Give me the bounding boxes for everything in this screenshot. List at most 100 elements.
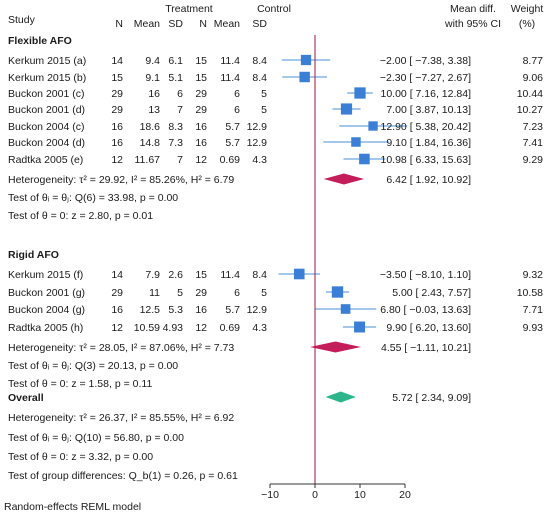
study-ci-text: −3.50 [ −8.10, 1.10] — [380, 269, 471, 281]
study-ci-text: 5.00 [ 2.43, 7.57] — [392, 287, 471, 299]
control-n: 15 — [195, 55, 207, 67]
control-mean: 6 — [234, 104, 240, 116]
study-label: Buckon 2004 (d) — [8, 137, 85, 149]
group-test-zero: Test of θ = 0: z = 1.58, p = 0.11 — [8, 378, 152, 390]
study-weight: 10.58 — [517, 287, 543, 299]
treatment-n: 29 — [111, 88, 123, 100]
control-mean: 6 — [234, 287, 240, 299]
study-marker — [300, 54, 312, 66]
treatment-sd: 7 — [177, 154, 183, 166]
treatment-n: 14 — [111, 269, 123, 281]
study-label: Buckon 2001 (g) — [8, 287, 85, 299]
control-sd: 5 — [261, 88, 267, 100]
group-diff-test: Test of group differences: Q_b(1) = 0.26… — [8, 470, 238, 482]
control-sd: 4.3 — [252, 322, 267, 334]
study-label: Radtka 2005 (h) — [8, 322, 83, 334]
forest-rows: Flexible AFO Kerkum 2015 (a) 14 9.4 6.1 15 11.… — [8, 35, 543, 484]
control-n: 12 — [195, 322, 207, 334]
group-diamond — [310, 341, 361, 353]
treatment-mean: 9.4 — [145, 55, 160, 67]
treatment-n: 15 — [111, 72, 123, 84]
control-sd: 12.9 — [247, 137, 268, 149]
header-control: Control — [257, 3, 291, 15]
header-t-n: N — [115, 18, 123, 30]
study-marker — [340, 103, 353, 115]
group-test-zero: Test of θ = 0: z = 2.80, p = 0.01 — [8, 210, 153, 222]
control-n: 29 — [195, 88, 207, 100]
study-marker — [368, 121, 378, 131]
study-marker — [359, 153, 370, 165]
header-c-mean: Mean — [214, 18, 240, 30]
study-marker — [331, 286, 344, 298]
control-sd: 12.9 — [247, 304, 268, 316]
study-weight: 7.41 — [523, 137, 544, 149]
control-mean: 0.69 — [220, 154, 241, 166]
treatment-sd: 5 — [177, 287, 183, 299]
control-mean: 5.7 — [225, 137, 240, 149]
study-label: Radtka 2005 (e) — [8, 154, 83, 166]
header-treatment: Treatment — [165, 3, 213, 15]
overall-ci-text: 5.72 [ 2.34, 9.09] — [392, 392, 471, 404]
study-label: Kerkum 2015 (b) — [8, 72, 86, 84]
treatment-mean: 7.9 — [145, 269, 160, 281]
treatment-mean: 12.5 — [140, 304, 161, 316]
treatment-mean: 9.1 — [145, 72, 160, 84]
control-mean: 11.4 — [220, 72, 240, 84]
header-t-sd: SD — [168, 18, 183, 30]
control-n: 16 — [195, 121, 207, 133]
study-ci-text: 12.90 [ 5.38, 20.42] — [381, 121, 472, 133]
control-sd: 12.9 — [247, 121, 268, 133]
control-n: 29 — [195, 287, 207, 299]
control-mean: 6 — [234, 88, 240, 100]
group-diamond — [323, 173, 365, 185]
treatment-n: 29 — [111, 287, 123, 299]
treatment-sd: 5.3 — [168, 304, 183, 316]
treatment-mean: 13 — [148, 104, 160, 116]
header-effect: Mean diff. — [450, 3, 496, 15]
group-heterogeneity: Heterogeneity: τ² = 28.05, I² = 87.06%, … — [8, 342, 234, 354]
treatment-sd: 8.3 — [168, 121, 183, 133]
study-ci-text: −2.00 [ −7.38, 3.38] — [380, 55, 471, 67]
treatment-sd: 2.6 — [168, 269, 183, 281]
treatment-sd: 7.3 — [168, 137, 183, 149]
control-sd: 8.4 — [252, 72, 267, 84]
treatment-mean: 11.67 — [135, 154, 161, 166]
treatment-sd: 5.1 — [168, 72, 183, 84]
study-weight: 8.77 — [523, 55, 544, 67]
control-mean: 5.7 — [225, 121, 240, 133]
treatment-sd: 6.1 — [168, 55, 183, 67]
study-weight: 7.71 — [523, 304, 544, 316]
treatment-n: 29 — [111, 104, 123, 116]
study-marker — [354, 321, 366, 333]
header-weight-unit: (%) — [519, 18, 535, 30]
study-ci-text: 9.90 [ 6.20, 13.60] — [386, 322, 471, 334]
study-marker — [299, 71, 310, 83]
control-mean: 11.4 — [220, 55, 240, 67]
control-sd: 8.4 — [252, 55, 267, 67]
group-heterogeneity: Heterogeneity: τ² = 29.92, I² = 85.26%, … — [8, 174, 234, 186]
overall-diamond — [325, 391, 356, 403]
treatment-mean: 16 — [148, 88, 160, 100]
study-weight: 10.27 — [517, 104, 543, 116]
overall-label: Overall — [8, 392, 44, 404]
x-tick-label: 10 — [354, 489, 366, 501]
header-c-n: N — [199, 18, 207, 30]
study-weight: 7.23 — [523, 121, 544, 133]
treatment-n: 14 — [111, 55, 123, 67]
study-marker — [340, 304, 351, 314]
study-label: Buckon 2001 (c) — [8, 88, 84, 100]
study-ci-text: 6.80 [ −0.03, 13.63] — [380, 304, 471, 316]
study-label: Kerkum 2015 (f) — [8, 269, 83, 281]
control-sd: 5 — [261, 104, 267, 116]
study-weight: 9.06 — [523, 72, 544, 84]
study-marker — [354, 87, 366, 99]
header-c-sd: SD — [252, 18, 267, 30]
study-label: Buckon 2004 (c) — [8, 121, 84, 133]
study-ci-text: 9.10 [ 1.84, 16.36] — [386, 137, 471, 149]
treatment-n: 12 — [111, 322, 123, 334]
group-ci-text: 4.55 [ −1.11, 10.21] — [381, 342, 471, 354]
group-title: Rigid AFO — [8, 249, 59, 261]
treatment-n: 16 — [111, 304, 123, 316]
header-effect-ci: with 95% CI — [444, 18, 501, 30]
